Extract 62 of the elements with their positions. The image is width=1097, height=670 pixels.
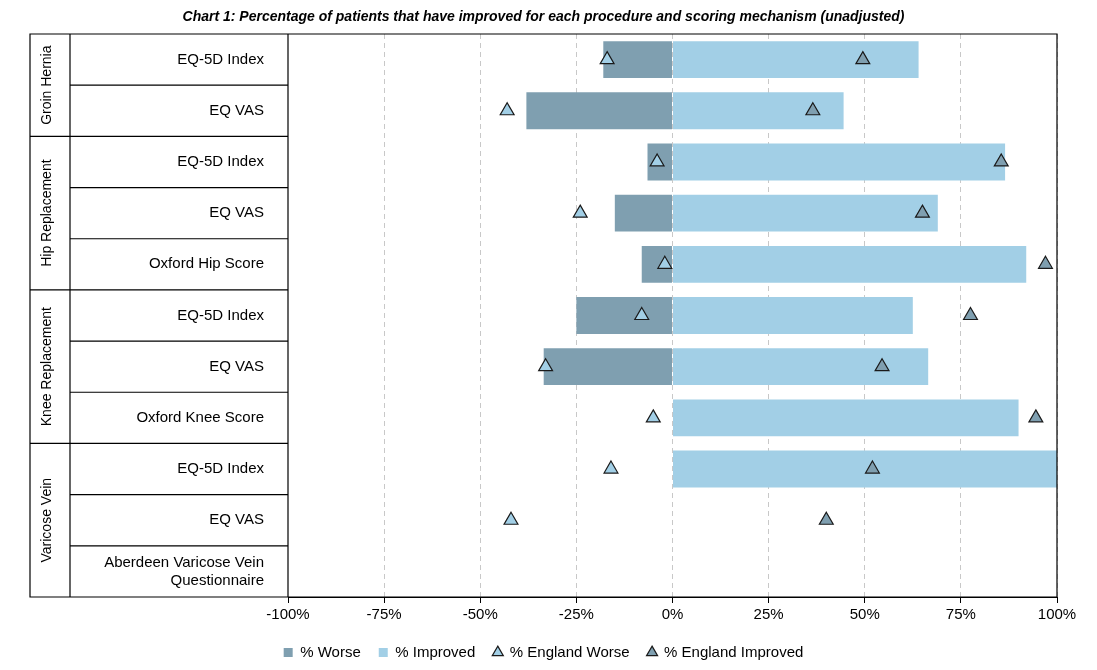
point [1037, 255, 1053, 269]
bar [673, 194, 938, 232]
legend-label: % Worse [300, 642, 361, 660]
y-tick-label: EQ-5D Index [177, 49, 265, 67]
y-tick-label: EQ-5D Index [177, 152, 265, 170]
bar [673, 92, 844, 130]
point [645, 409, 661, 423]
point [864, 460, 880, 474]
y-tick-label: Oxford Knee Score [136, 408, 264, 425]
y-tick-label: EQ-5D Index [177, 305, 265, 323]
bar [673, 450, 1057, 488]
y-tick-label: EQ VAS [209, 203, 264, 221]
text: Groin Hernia [37, 45, 54, 125]
y-tick-label: EQ VAS [209, 100, 264, 118]
legend-label: % England Worse [509, 642, 630, 660]
x-tick-label: 75% [945, 605, 976, 623]
point [572, 204, 588, 218]
legend-label: % Improved [395, 642, 476, 660]
text: Varicose Vein [37, 477, 54, 563]
point [657, 255, 673, 269]
point [603, 460, 619, 474]
bar [673, 348, 929, 386]
bar [543, 348, 672, 386]
y-tick-label: Oxford Hip Score [148, 254, 264, 272]
bar [673, 297, 913, 334]
y-tick-label: EQ VAS [209, 510, 264, 528]
point [503, 511, 519, 525]
x-tick-label: 0% [661, 605, 684, 623]
bar [673, 399, 1019, 437]
x-tick-label: -75% [366, 605, 402, 623]
bar [576, 297, 672, 334]
point [914, 204, 930, 218]
point [805, 102, 821, 116]
legend-label: % England Improved [664, 642, 804, 660]
y-tick-label: EQ-5D Index [177, 459, 265, 477]
point [818, 511, 834, 525]
y-tick-label: Aberdeen Varicose Vein Questionnaire [104, 552, 264, 588]
bar [673, 143, 1006, 181]
y-tick-label: EQ VAS [209, 356, 264, 374]
x-tick-label: 25% [753, 605, 784, 623]
x-tick-label: -100% [266, 605, 310, 623]
point [874, 358, 890, 372]
chart-title: Chart 1: Percentage of patients that have improved for each procedure and scoring mechanism (unadjusted) [182, 8, 905, 25]
point [855, 50, 871, 65]
point [499, 102, 515, 116]
bar [614, 194, 672, 232]
bar [603, 41, 672, 79]
x-tick-label: -25% [558, 605, 594, 623]
bar [641, 245, 672, 283]
point [1028, 409, 1044, 423]
point [599, 50, 615, 65]
x-tick-label: 50% [849, 605, 880, 623]
x-tick-label: 100% [1037, 605, 1077, 623]
bar [526, 92, 672, 130]
x-tick-label: -50% [462, 605, 498, 623]
bar [673, 41, 919, 79]
point [634, 306, 650, 321]
point [538, 358, 554, 372]
text: Hip Replacement [37, 159, 54, 267]
point [962, 306, 979, 321]
text: Knee Replacement [37, 307, 54, 427]
point [993, 153, 1009, 167]
